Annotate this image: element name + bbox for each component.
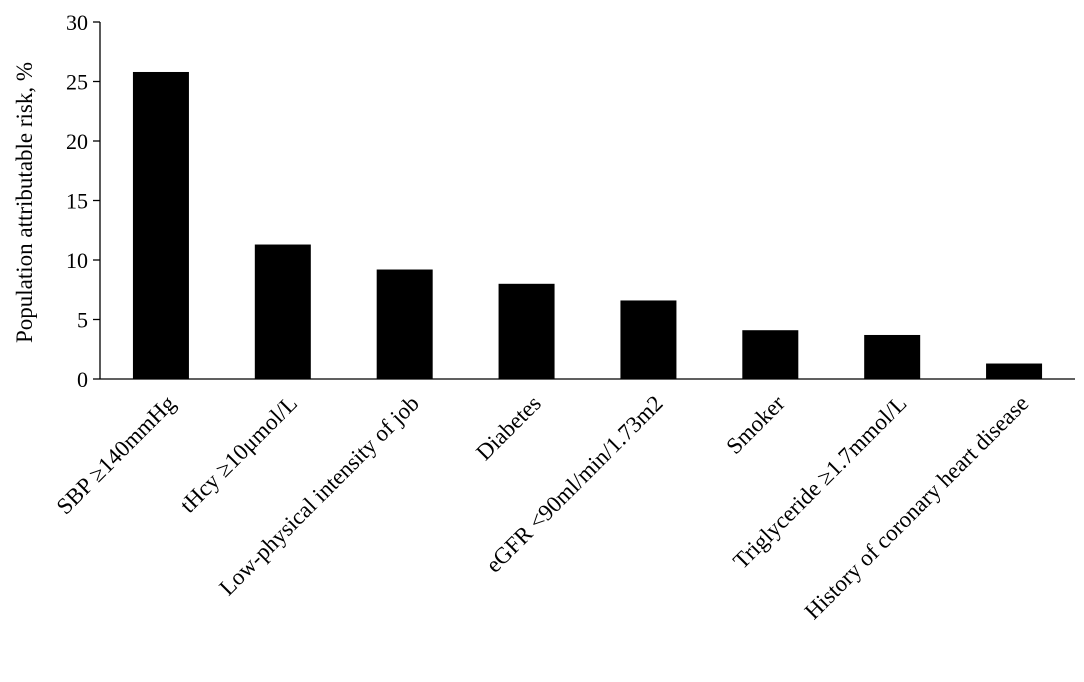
x-category-label: SBP ≥140mmHg bbox=[52, 390, 181, 519]
bar bbox=[254, 244, 311, 379]
y-tick-label: 5 bbox=[77, 308, 88, 333]
y-tick-label: 20 bbox=[66, 129, 88, 154]
y-tick-label: 0 bbox=[77, 367, 88, 392]
y-axis-title: Population attributable risk, % bbox=[12, 62, 37, 343]
y-axis-ticks: 0 5 10 15 20 25 30 bbox=[66, 10, 100, 392]
bar bbox=[132, 71, 189, 379]
bar bbox=[986, 363, 1043, 379]
x-category-label: History of coronary heart disease bbox=[800, 391, 1034, 625]
y-tick-label: 30 bbox=[66, 10, 88, 35]
bar bbox=[498, 283, 555, 379]
bar bbox=[742, 330, 799, 379]
bars bbox=[132, 71, 1043, 379]
bar bbox=[376, 269, 433, 379]
x-category-label: Low-physical intensity of job bbox=[214, 391, 424, 601]
x-category-label: Smoker bbox=[721, 390, 790, 459]
y-tick-label: 25 bbox=[66, 70, 88, 95]
y-tick-label: 10 bbox=[66, 248, 88, 273]
x-category-label: Diabetes bbox=[471, 391, 546, 466]
chart-axes: 0 5 10 15 20 25 30 bbox=[66, 10, 1075, 392]
x-category-label: tHcy ≥10μmol/L bbox=[175, 391, 302, 518]
y-tick-label: 15 bbox=[66, 189, 88, 214]
bar bbox=[864, 334, 921, 379]
bar bbox=[620, 300, 677, 379]
